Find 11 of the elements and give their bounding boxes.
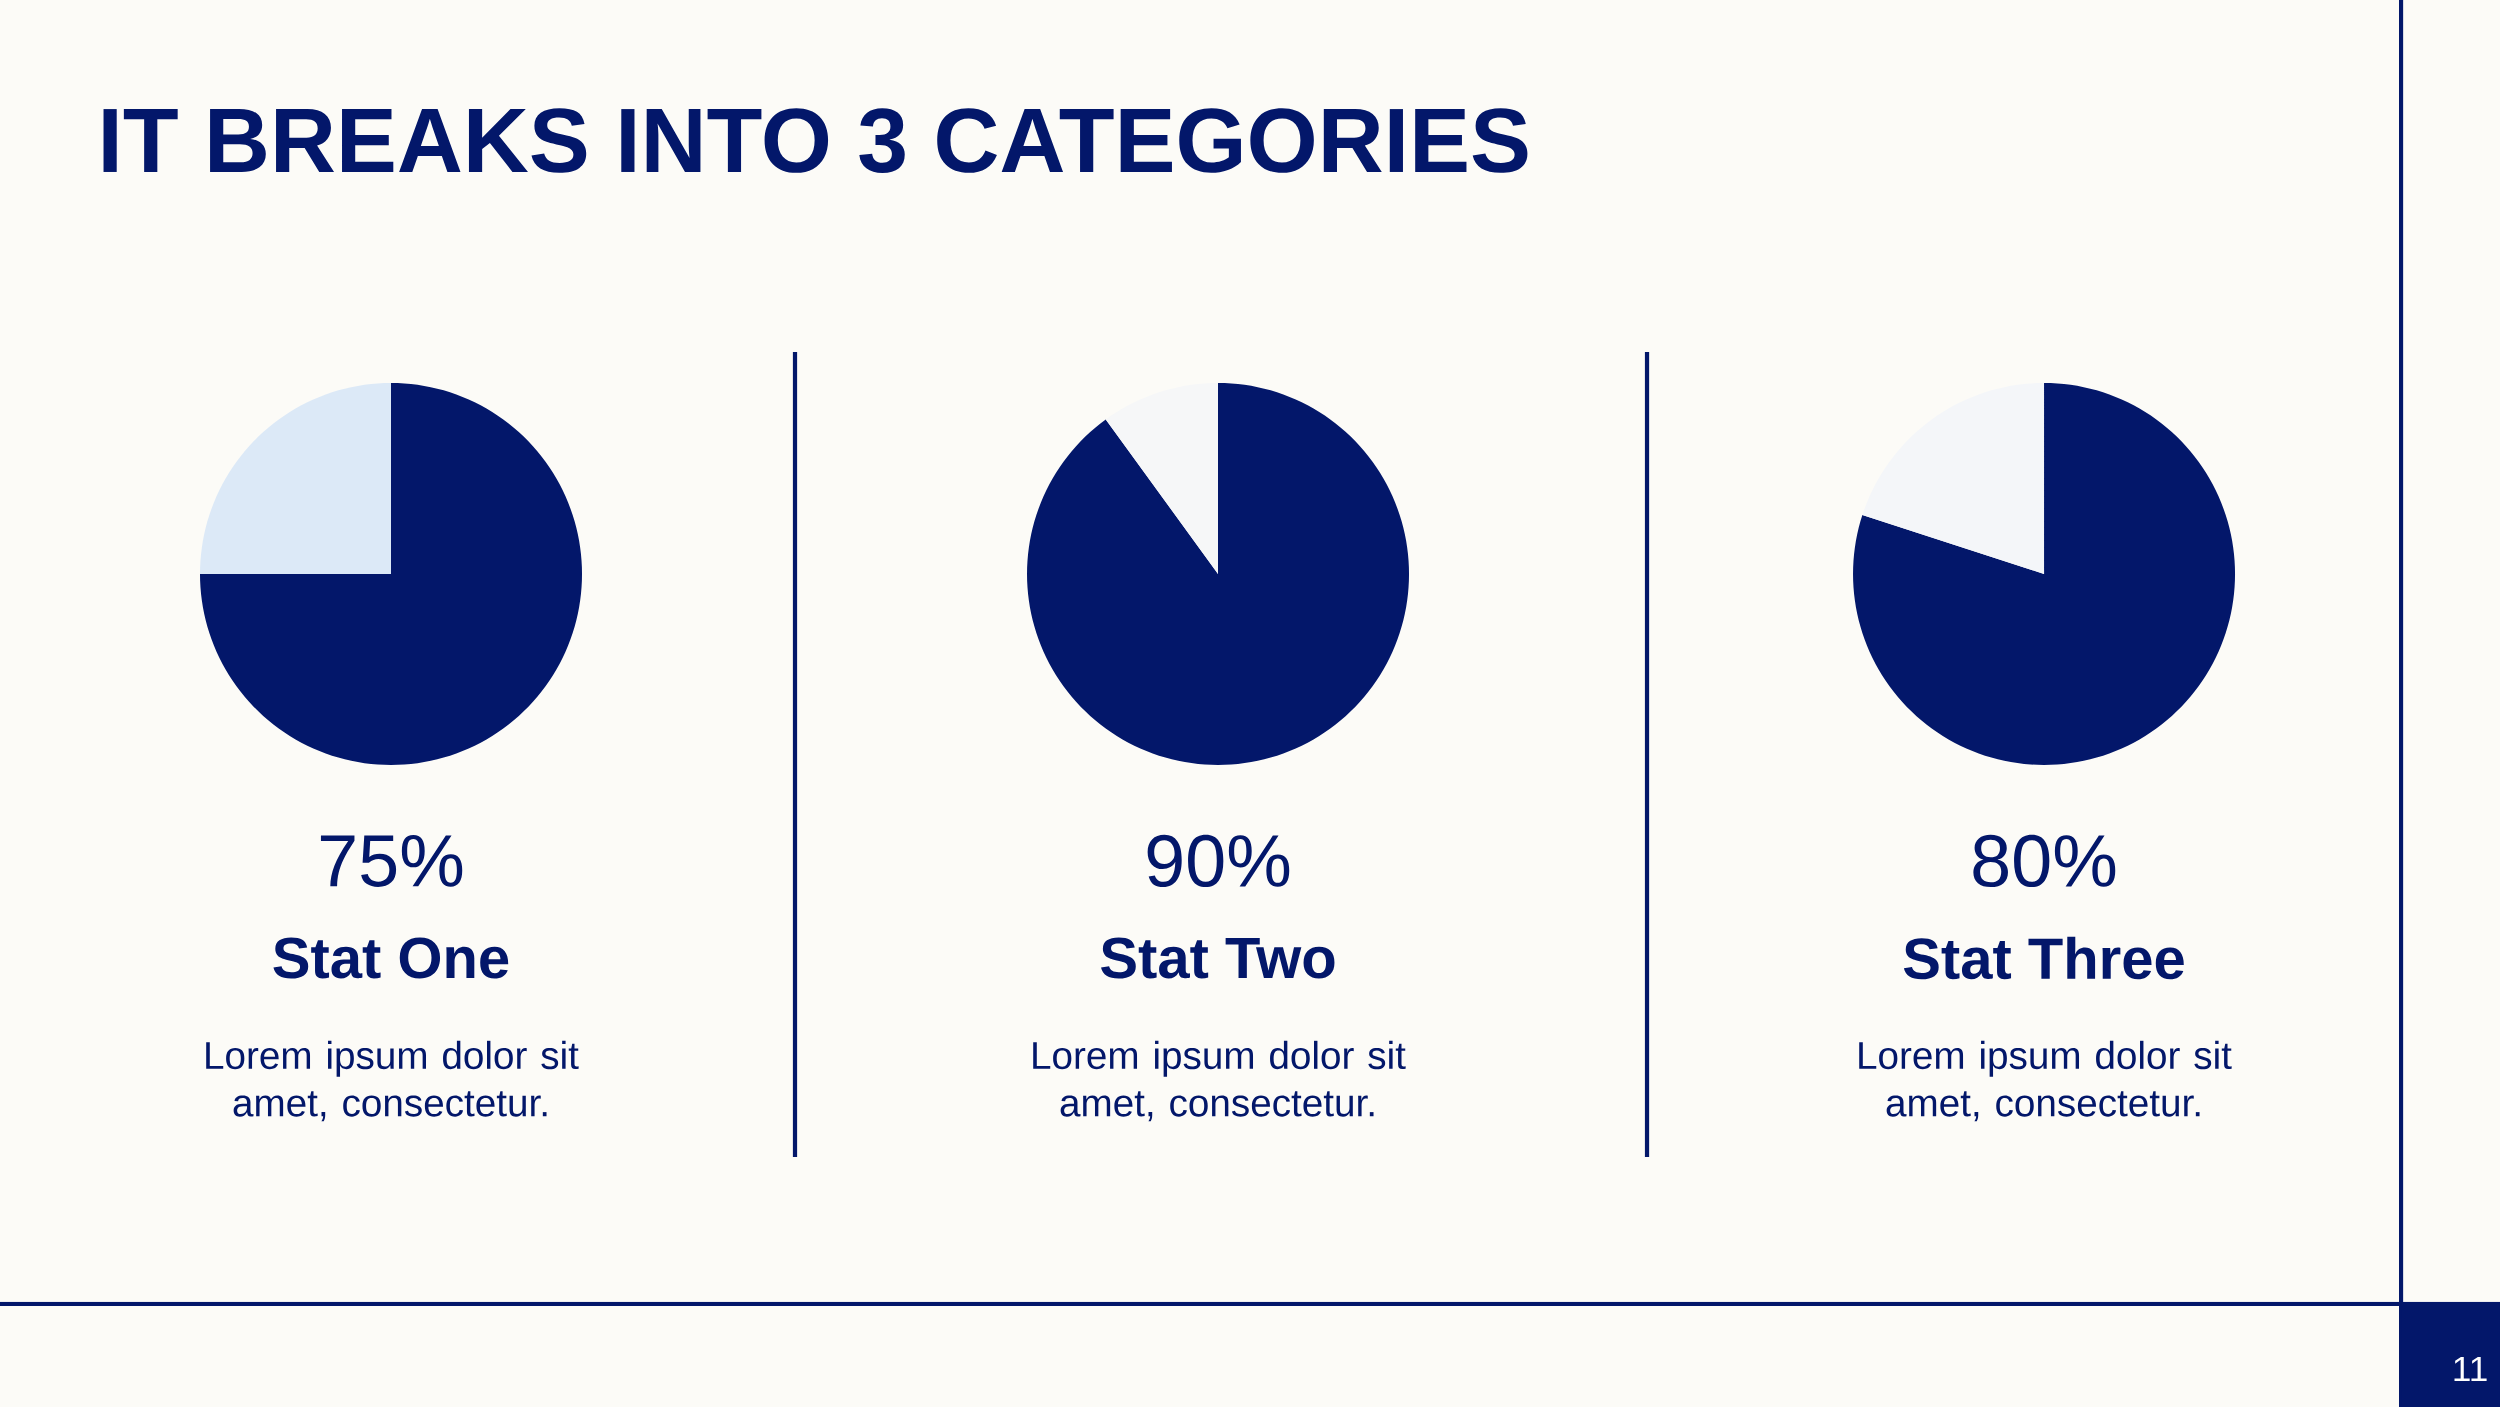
data-label: 80% [1973, 834, 2116, 888]
text: IT BREAKS INTO 3 CATEGORIES [103, 108, 1528, 174]
data-label: 75% [320, 835, 463, 887]
text: Lorem ipsum dolor sit amet, consectetur. [1033, 1040, 1406, 1122]
text: Lorem ipsum dolor sit amet, consectetur. [206, 1040, 579, 1122]
text: Lorem ipsum dolor sit amet, consectetur. [1859, 1040, 2232, 1122]
text: Stat Two [1101, 937, 1335, 979]
text: Stat One [273, 937, 509, 979]
text: 11 [2454, 1356, 2487, 1382]
text: Stat Three [1903, 936, 2184, 980]
data-label: 90% [1147, 834, 1290, 888]
